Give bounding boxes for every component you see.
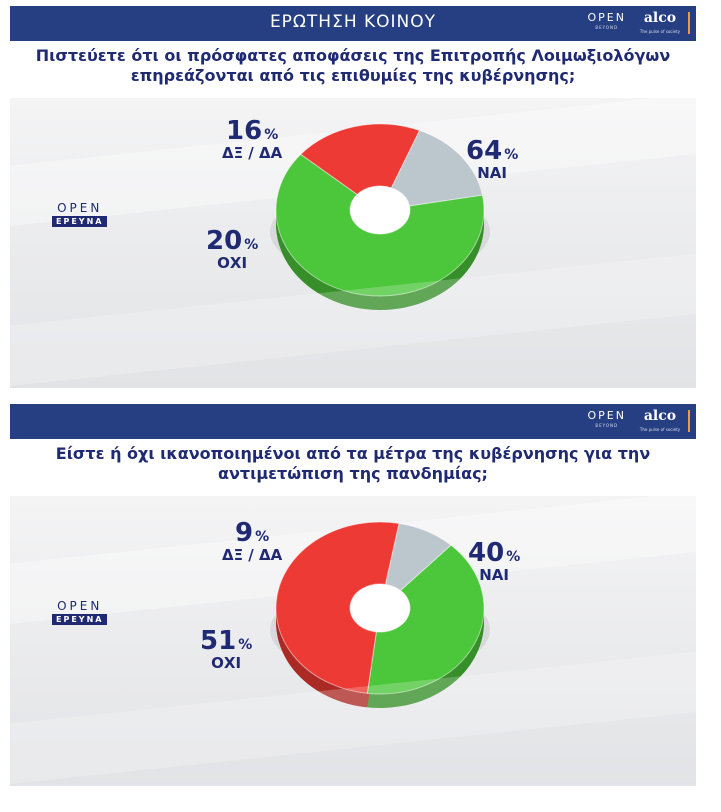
brand-separator [688, 410, 690, 432]
donut-chart [270, 521, 490, 708]
plot-area: OPEN ΕΡΕΥΝΑ 9% ΔΞ / ΔΑ 40% ΝΑΙ 51% ΟΧΙ [10, 496, 696, 786]
open-erevna-logo: OPEN ΕΡΕΥΝΑ [52, 202, 108, 227]
question-title: Πιστεύετε ότι οι πρόσφατες αποφάσεις της… [35, 46, 671, 85]
alco-logo: alco The pulse of society [639, 10, 680, 34]
question-title: Είστε ή όχι ικανοποιημένοι από τα μέτρα … [55, 444, 651, 483]
header-title: ΕΡΩΤΗΣΗ ΚΟΙΝΟΥ [269, 12, 437, 32]
plot-area: OPEN ΕΡΕΥΝΑ 16% ΔΞ / ΔΑ 64% ΝΑΙ 20% ΟΧΙ [10, 98, 696, 388]
header-bar: ΕΡΩΤΗΣΗ ΚΟΙΝΟΥ OPEN BEYOND alco The puls… [10, 6, 696, 41]
dk-label: 9% ΔΞ / ΔΑ [222, 518, 283, 564]
header-bar: OPEN BEYOND alco The pulse of society [10, 404, 696, 439]
yes-label: 64% ΝΑΙ [466, 136, 519, 182]
donut-hole [350, 584, 410, 632]
no-label: 20% ΟΧΙ [206, 226, 259, 272]
open-beyond-logo: OPEN BEYOND [587, 11, 626, 30]
poll-panel-1: ΕΡΩΤΗΣΗ ΚΟΙΝΟΥ OPEN BEYOND alco The puls… [10, 6, 696, 388]
donut-hole [350, 186, 410, 234]
yes-label: 40% ΝΑΙ [468, 538, 521, 584]
dk-label: 16% ΔΞ / ΔΑ [222, 116, 283, 162]
open-erevna-logo: OPEN ΕΡΕΥΝΑ [52, 600, 108, 625]
no-label: 51% ΟΧΙ [200, 626, 253, 672]
donut-chart [270, 123, 490, 310]
alco-logo: alco The pulse of society [639, 408, 680, 432]
poll-panel-2: OPEN BEYOND alco The pulse of society Εί… [10, 404, 696, 786]
open-beyond-logo: OPEN BEYOND [587, 409, 626, 428]
brand-separator [688, 12, 690, 34]
